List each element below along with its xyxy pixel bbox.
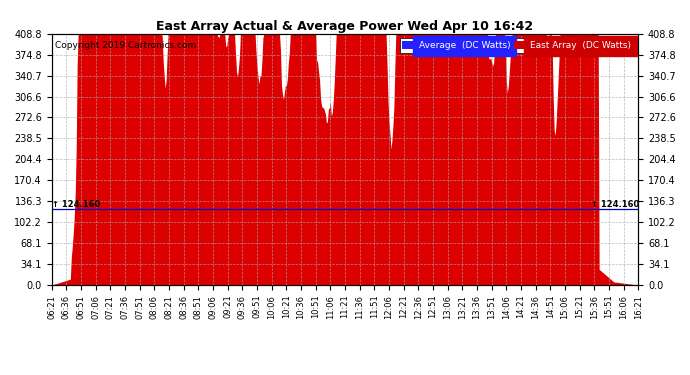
Text: Copyright 2019 Cartronics.com: Copyright 2019 Cartronics.com	[55, 41, 196, 50]
Legend: Average  (DC Watts), East Array  (DC Watts): Average (DC Watts), East Array (DC Watts…	[400, 38, 633, 53]
Text: ↑ 124.160: ↑ 124.160	[52, 200, 101, 209]
Text: ↑ 124.160: ↑ 124.160	[591, 200, 639, 209]
Title: East Array Actual & Average Power Wed Apr 10 16:42: East Array Actual & Average Power Wed Ap…	[157, 20, 533, 33]
